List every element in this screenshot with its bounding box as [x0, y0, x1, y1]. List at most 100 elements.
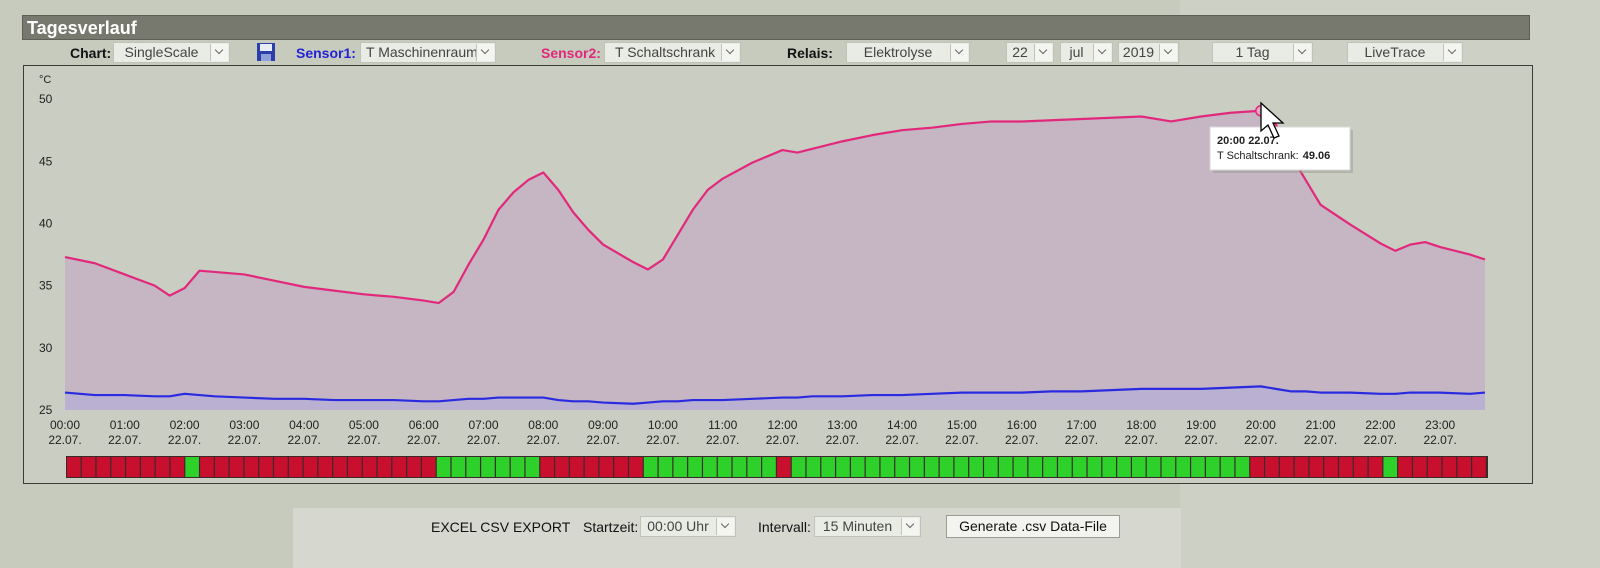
select-arrow: [1443, 44, 1461, 61]
relay-cell: [244, 457, 259, 477]
relay-cell: [392, 457, 407, 477]
save-icon[interactable]: [256, 42, 276, 62]
relay-cell: [170, 457, 185, 477]
range-select[interactable]: 1 Tag: [1212, 42, 1313, 63]
x-tick-label: 21:00 22.07.: [1304, 418, 1337, 447]
x-tick-label: 11:00 22.07.: [706, 418, 739, 447]
relay-cell: [880, 457, 895, 477]
relay-cell: [1117, 457, 1131, 477]
relay-cell: [1013, 457, 1028, 477]
y-tick-label: 50: [39, 92, 53, 106]
relay-cell: [1250, 457, 1264, 477]
x-tick-label: 19:00 22.07.: [1184, 418, 1217, 447]
x-tick-label: 18:00 22.07.: [1125, 418, 1158, 447]
year-select[interactable]: 2019: [1118, 42, 1179, 63]
x-tick-label: 13:00 22.07.: [826, 418, 859, 447]
relay-cell: [96, 457, 111, 477]
relay-cell: [303, 457, 318, 477]
relay-select[interactable]: Elektrolyse: [846, 42, 970, 63]
day-select[interactable]: 22: [1006, 42, 1054, 63]
relay-cell: [865, 457, 880, 477]
select-arrow: [721, 44, 739, 61]
tooltip-series: T Schaltschrank:: [1217, 150, 1299, 162]
x-tick-label: 22:00 22.07.: [1364, 418, 1397, 447]
sensor1-select[interactable]: T Maschinenraum: [360, 42, 496, 63]
relay-cell: [540, 457, 554, 477]
relay-cell: [1398, 457, 1412, 477]
relay-cell: [422, 457, 436, 477]
y-unit: °C: [39, 74, 51, 86]
relay-cell: [1427, 457, 1442, 477]
sensor1-label: Sensor1:: [296, 45, 356, 61]
relay-cell: [717, 457, 732, 477]
relay-cell: [111, 457, 125, 477]
relay-cell: [1472, 457, 1486, 477]
sensor2-select[interactable]: T Schaltschrank: [604, 42, 741, 63]
y-tick-label: 40: [39, 216, 53, 230]
relay-cell: [584, 457, 599, 477]
relay-cell: [703, 457, 717, 477]
interval-label: Intervall:: [758, 519, 811, 535]
relay-cell: [1368, 457, 1383, 477]
select-arrow: [716, 518, 734, 535]
relay-cell: [140, 457, 155, 477]
y-tick-label: 30: [39, 341, 53, 355]
chart-select[interactable]: SingleScale: [113, 42, 230, 63]
relay-cell: [658, 457, 673, 477]
select-text: LiveTrace: [1364, 44, 1426, 60]
relay-cell: [436, 457, 451, 477]
select-text: 2019: [1122, 44, 1155, 60]
select-arrow: [950, 44, 968, 61]
relay-cell: [333, 457, 347, 477]
relay-cell: [274, 457, 288, 477]
relay-cell: [318, 457, 333, 477]
select-text: 1 Tag: [1235, 44, 1270, 60]
relay-cell: [1146, 457, 1161, 477]
relay-cell: [407, 457, 421, 477]
relay-cell: [732, 457, 747, 477]
relay-cell: [643, 457, 658, 477]
relay-cell: [1102, 457, 1117, 477]
relay-cell: [1413, 457, 1427, 477]
relay-cell: [629, 457, 643, 477]
tooltip: 20:00 22.07. T Schaltschrank: 49.06: [1209, 126, 1353, 173]
relay-cell: [1383, 457, 1398, 477]
relay-cell: [288, 457, 303, 477]
relay-cell: [362, 457, 377, 477]
relay-cell: [599, 457, 614, 477]
start-select[interactable]: 00:00 Uhr: [640, 516, 736, 537]
start-label: Startzeit:: [583, 519, 639, 535]
x-tick-label: 17:00 22.07.: [1065, 418, 1098, 447]
relay-cell: [1353, 457, 1368, 477]
x-tick-label: 23:00 22.07.: [1423, 418, 1456, 447]
export-title: EXCEL CSV EXPORT: [431, 519, 571, 535]
select-text: Elektrolyse: [863, 44, 933, 60]
cursor: [1260, 101, 1285, 139]
select-arrow: [1034, 44, 1052, 61]
relay-cell: [1072, 457, 1087, 477]
relay-cell: [1205, 457, 1220, 477]
x-tick-label: 05:00 22.07.: [347, 418, 380, 447]
select-text: 22: [1012, 44, 1028, 60]
mode-select[interactable]: LiveTrace: [1347, 42, 1463, 63]
tooltip-row: T Schaltschrank: 49.06: [1217, 150, 1330, 162]
x-tick-label: 15:00 22.07.: [945, 418, 978, 447]
relay-cell: [200, 457, 214, 477]
x-tick-label: 08:00 22.07.: [527, 418, 560, 447]
select-arrow: [1293, 44, 1311, 61]
select-arrow: [210, 44, 228, 61]
relay-cell: [214, 457, 229, 477]
relay-cell: [850, 457, 865, 477]
tooltip-value: 49.06: [1303, 150, 1331, 162]
relay-cell: [569, 457, 584, 477]
month-select[interactable]: jul: [1060, 42, 1113, 63]
relay-cell: [777, 457, 791, 477]
x-tick-label: 06:00 22.07.: [407, 418, 440, 447]
interval-select[interactable]: 15 Minuten: [814, 516, 921, 537]
generate-button[interactable]: Generate .csv Data-File: [946, 515, 1120, 538]
x-tick-label: 00:00 22.07.: [48, 418, 81, 447]
relay-cell: [673, 457, 688, 477]
relay-cell: [229, 457, 244, 477]
relay-cell: [747, 457, 762, 477]
